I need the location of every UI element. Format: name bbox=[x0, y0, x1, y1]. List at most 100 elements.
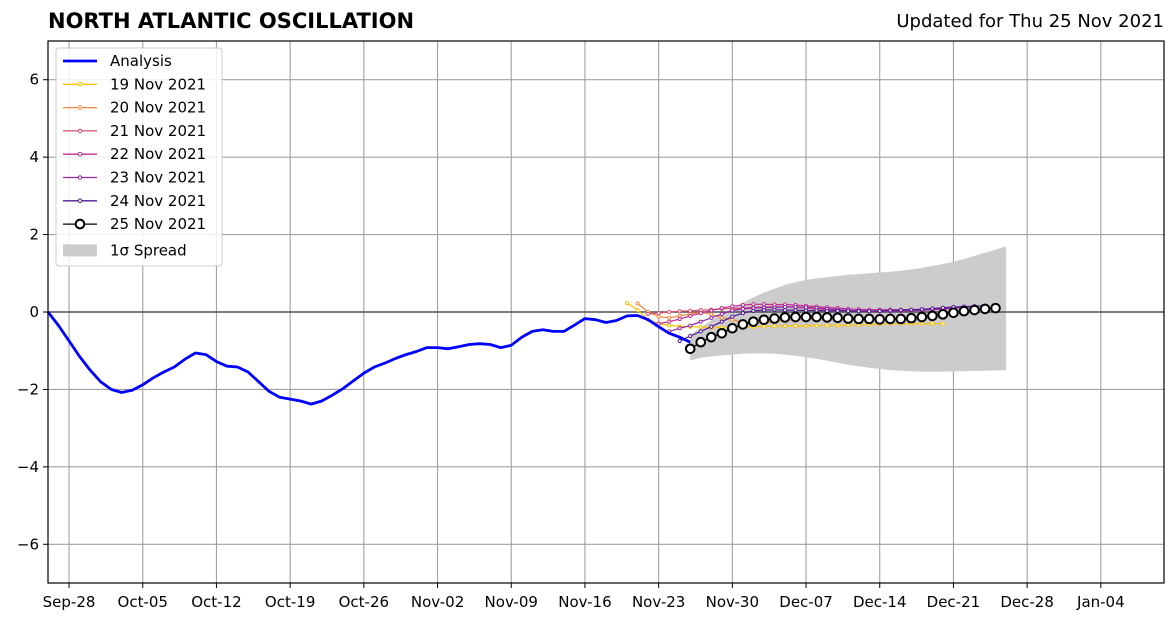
y-tick-label: −4 bbox=[17, 458, 39, 476]
data-point bbox=[667, 319, 672, 324]
data-point bbox=[832, 312, 843, 324]
data-point bbox=[709, 315, 714, 320]
data-point bbox=[737, 319, 749, 330]
data-point bbox=[863, 313, 875, 325]
data-point bbox=[716, 327, 728, 339]
data-point bbox=[846, 308, 851, 313]
data-point bbox=[695, 336, 707, 348]
data-point bbox=[877, 308, 882, 313]
data-point bbox=[688, 333, 693, 339]
data-point bbox=[740, 311, 745, 316]
x-tick-label: Jan-04 bbox=[1076, 593, 1125, 611]
data-point bbox=[677, 326, 682, 331]
data-point bbox=[814, 323, 819, 328]
data-point bbox=[719, 319, 724, 324]
legend-marker bbox=[74, 218, 86, 230]
y-tick-label: 0 bbox=[29, 303, 39, 321]
data-point bbox=[635, 307, 640, 313]
data-point bbox=[940, 321, 946, 326]
x-tick-label: Nov-30 bbox=[706, 593, 759, 611]
legend-item: Analysis bbox=[63, 52, 172, 70]
data-point bbox=[705, 331, 717, 343]
data-point bbox=[824, 308, 830, 313]
data-point bbox=[709, 324, 714, 329]
data-point bbox=[835, 308, 840, 313]
data-point bbox=[846, 323, 851, 328]
legend-item: 21 Nov 2021 bbox=[63, 122, 206, 140]
data-point bbox=[979, 303, 991, 315]
data-point bbox=[677, 316, 682, 322]
data-point bbox=[624, 300, 630, 306]
data-point bbox=[793, 307, 798, 313]
data-point bbox=[772, 324, 777, 329]
data-point bbox=[782, 307, 788, 313]
data-point bbox=[916, 311, 928, 323]
x-tick-label: Oct-12 bbox=[191, 593, 241, 611]
data-point bbox=[898, 307, 903, 313]
chart-title: NORTH ATLANTIC OSCILLATION bbox=[48, 9, 415, 33]
data-point bbox=[958, 305, 970, 317]
data-point bbox=[919, 321, 924, 326]
data-point bbox=[948, 307, 959, 319]
data-point bbox=[835, 323, 840, 328]
axes-layer: Sep-28 Oct-05 Oct-12 Oct-19 Oct-26 Nov-02 Nov-… bbox=[17, 40, 1165, 611]
data-point bbox=[769, 313, 780, 324]
data-point bbox=[684, 343, 696, 355]
data-point bbox=[656, 311, 661, 316]
legend-label: 1σ Spread bbox=[110, 241, 187, 259]
legend-label: 22 Nov 2021 bbox=[110, 145, 206, 163]
data-point bbox=[895, 313, 907, 325]
series-line bbox=[46, 311, 691, 406]
data-point bbox=[635, 301, 640, 306]
x-tick-label: Dec-07 bbox=[779, 593, 833, 611]
data-point bbox=[803, 323, 809, 329]
x-tick-label: Nov-16 bbox=[558, 593, 611, 611]
x-tick-label: Oct-05 bbox=[118, 593, 168, 611]
y-tick-label: 6 bbox=[29, 71, 39, 89]
y-tick-label: −6 bbox=[17, 535, 39, 553]
legend-marker bbox=[77, 198, 83, 204]
legend-item: 19 Nov 2021 bbox=[63, 75, 206, 93]
legend-label: 23 Nov 2021 bbox=[110, 169, 206, 187]
data-point bbox=[811, 311, 822, 323]
data-point bbox=[709, 312, 714, 317]
data-point bbox=[761, 307, 767, 313]
data-point bbox=[927, 310, 938, 322]
legend-marker bbox=[77, 82, 83, 87]
data-point bbox=[748, 316, 759, 327]
data-point bbox=[772, 307, 777, 312]
x-tick-label: Dec-14 bbox=[853, 593, 907, 611]
data-point bbox=[853, 313, 864, 325]
data-point bbox=[751, 302, 756, 307]
data-point bbox=[740, 302, 745, 308]
x-tick-label: Dec-21 bbox=[927, 593, 981, 611]
data-point bbox=[719, 311, 724, 317]
data-point bbox=[969, 304, 980, 316]
data-point bbox=[667, 315, 672, 320]
y-tick-label: 4 bbox=[29, 148, 39, 166]
data-point bbox=[937, 309, 949, 320]
data-point bbox=[930, 306, 935, 311]
data-point bbox=[856, 309, 861, 314]
legend-label: 20 Nov 2021 bbox=[110, 99, 206, 117]
data-point bbox=[740, 306, 745, 312]
data-point bbox=[667, 323, 672, 328]
data-point bbox=[814, 308, 819, 313]
data-point bbox=[930, 321, 935, 326]
data-point bbox=[842, 313, 854, 324]
legend-label: 19 Nov 2021 bbox=[110, 75, 206, 93]
data-point bbox=[688, 308, 693, 313]
data-point bbox=[940, 305, 946, 310]
data-point bbox=[698, 329, 703, 334]
data-point bbox=[698, 311, 703, 316]
legend-item: 23 Nov 2021 bbox=[63, 169, 206, 187]
legend-item: 24 Nov 2021 bbox=[63, 192, 206, 210]
data-point bbox=[730, 304, 735, 309]
legend-item: 22 Nov 2021 bbox=[63, 145, 206, 163]
legend-label: Analysis bbox=[110, 52, 172, 70]
legend-swatch bbox=[63, 244, 97, 257]
data-point bbox=[761, 302, 767, 307]
data-point bbox=[990, 302, 1001, 314]
legend-marker bbox=[77, 151, 83, 157]
